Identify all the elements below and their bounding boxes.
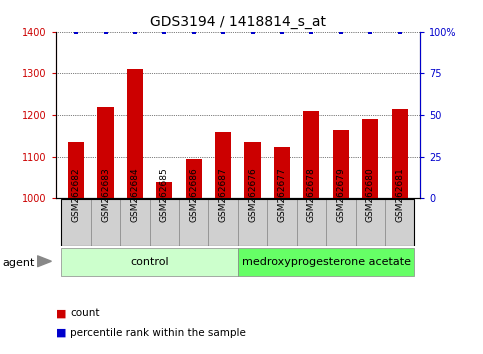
Bar (156, 182, 172, 198)
Text: GSM262683: GSM262683 (101, 167, 110, 222)
Bar (127, 69, 143, 198)
Bar (61, 199, 91, 246)
Text: GSM262680: GSM262680 (366, 167, 375, 222)
Polygon shape (38, 256, 51, 267)
Bar (326, 199, 355, 246)
Text: control: control (130, 257, 169, 267)
Text: agent: agent (2, 258, 35, 268)
Bar (209, 199, 238, 246)
Bar (333, 130, 349, 198)
Text: ■: ■ (56, 328, 66, 338)
Point (219, 29, 227, 35)
Bar (297, 199, 326, 246)
Bar (98, 107, 114, 198)
Text: GSM262685: GSM262685 (160, 167, 169, 222)
Bar (179, 199, 209, 246)
Text: GSM262678: GSM262678 (307, 167, 316, 222)
Text: GSM262679: GSM262679 (336, 167, 345, 222)
Point (278, 29, 286, 35)
Text: GSM262677: GSM262677 (278, 167, 286, 222)
Bar (385, 199, 414, 246)
Point (249, 29, 256, 35)
Text: GSM262684: GSM262684 (130, 167, 140, 222)
Bar (215, 132, 231, 198)
Point (308, 29, 315, 35)
Point (102, 29, 110, 35)
Bar (267, 199, 297, 246)
Point (366, 29, 374, 35)
Bar (91, 199, 120, 246)
Bar (68, 142, 84, 198)
Text: GSM262682: GSM262682 (71, 167, 81, 222)
Bar (61, 248, 238, 276)
Text: ■: ■ (56, 308, 66, 318)
Bar (392, 109, 408, 198)
Point (72, 29, 80, 35)
Bar (303, 111, 319, 198)
Point (190, 29, 198, 35)
Text: medroxyprogesterone acetate: medroxyprogesterone acetate (242, 257, 411, 267)
Point (337, 29, 345, 35)
Text: count: count (70, 308, 99, 318)
Bar (120, 199, 150, 246)
Text: GSM262687: GSM262687 (219, 167, 227, 222)
Point (160, 29, 168, 35)
Point (131, 29, 139, 35)
Bar (355, 199, 385, 246)
Bar (185, 159, 202, 198)
Bar (362, 119, 378, 198)
Bar (150, 199, 179, 246)
Bar (244, 142, 261, 198)
Title: GDS3194 / 1418814_s_at: GDS3194 / 1418814_s_at (150, 16, 326, 29)
Text: GSM262686: GSM262686 (189, 167, 198, 222)
Text: percentile rank within the sample: percentile rank within the sample (70, 328, 246, 338)
Text: GSM262676: GSM262676 (248, 167, 257, 222)
Point (396, 29, 403, 35)
Text: GSM262681: GSM262681 (395, 167, 404, 222)
Bar (274, 148, 290, 198)
Bar (238, 199, 267, 246)
Bar (238, 248, 414, 276)
